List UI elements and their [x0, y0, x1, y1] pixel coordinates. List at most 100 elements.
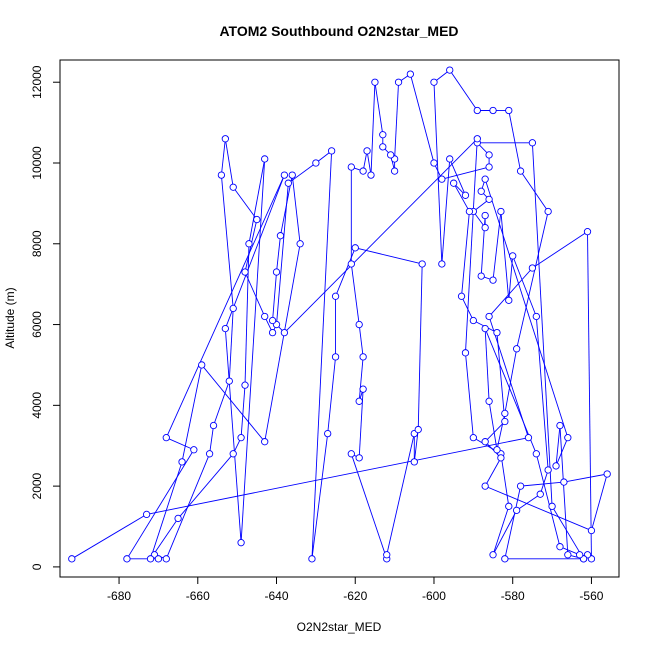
data-point [154, 555, 163, 563]
data-point [544, 466, 552, 474]
chart-title: ATOM2 Southbound O2N2star_MED [219, 23, 458, 39]
data-point [544, 207, 552, 216]
series-segment [291, 175, 301, 244]
data-point [497, 207, 505, 216]
series-segment [488, 401, 498, 450]
series-segment [150, 461, 183, 559]
series-segment [209, 425, 214, 454]
data-point [497, 454, 505, 462]
data-point [481, 482, 489, 490]
data-point [205, 450, 214, 458]
data-point [241, 381, 249, 389]
series-segment [516, 493, 541, 511]
data-point [146, 555, 155, 563]
series-segment [461, 296, 474, 321]
x-tick-label: -660 [186, 589, 210, 603]
data-point [556, 421, 564, 430]
series-segment [248, 158, 266, 244]
data-point [536, 490, 544, 498]
data-point [331, 292, 340, 300]
series-segment [220, 175, 234, 309]
series-segment [146, 437, 529, 515]
data-point [347, 450, 355, 458]
data-point [379, 143, 387, 151]
data-point [512, 506, 521, 515]
data-point [583, 228, 592, 236]
data-point [162, 434, 170, 442]
data-point [516, 482, 525, 490]
data-point [347, 260, 355, 268]
series-segment [531, 142, 553, 507]
data-point [280, 328, 289, 337]
series-segment [181, 364, 203, 462]
data-point [225, 377, 233, 385]
series-segment [512, 255, 537, 317]
data-point [465, 207, 474, 216]
data-point [327, 147, 336, 155]
data-point [245, 240, 253, 248]
data-point [217, 171, 226, 179]
data-point [430, 78, 438, 86]
data-point [237, 434, 245, 442]
x-tick-label: -620 [343, 589, 367, 603]
data-point [461, 349, 470, 357]
data-point [359, 167, 367, 175]
series-segment [284, 138, 478, 333]
data-point [123, 555, 131, 563]
data-point [438, 260, 446, 268]
series-segment [496, 332, 506, 422]
data-point [560, 478, 568, 486]
series-segment [386, 433, 415, 555]
data-point [355, 397, 363, 405]
series-segment [555, 425, 561, 466]
data-point [528, 139, 537, 147]
data-point [209, 421, 218, 430]
data-point [241, 268, 249, 276]
series-segment [520, 170, 549, 212]
data-point [221, 324, 229, 333]
series-segment [264, 243, 301, 442]
data-point [68, 555, 76, 563]
data-point [272, 268, 281, 276]
data-point [564, 551, 572, 559]
data-point [552, 462, 560, 470]
data-point [512, 345, 521, 353]
data-point [587, 526, 596, 535]
series-segment [327, 356, 337, 434]
series-segment [358, 324, 364, 357]
data-point [351, 244, 359, 252]
data-point [371, 78, 379, 86]
data-point [390, 167, 399, 175]
data-point [524, 434, 533, 442]
data-point [276, 232, 285, 240]
data-point [485, 151, 493, 159]
series-segment [409, 74, 435, 164]
data-point [414, 425, 422, 434]
series-segment [276, 235, 281, 273]
series-line-group [71, 69, 608, 560]
x-axis-label: O2N2star_MED [297, 620, 382, 634]
data-point [190, 446, 198, 454]
series-segment [366, 150, 372, 176]
data-point [268, 328, 277, 337]
data-point [489, 276, 497, 284]
series-segment [453, 182, 470, 212]
series-segment [484, 457, 502, 487]
data-point [485, 195, 493, 203]
data-point [438, 175, 446, 183]
series-segment [311, 150, 333, 559]
x-axis: -680 -660 -640 -620 -600 -580 -560 [107, 576, 604, 603]
series-segment [484, 485, 592, 531]
data-point [450, 179, 458, 187]
data-point [481, 175, 489, 183]
data-point [142, 510, 151, 519]
data-point [347, 163, 355, 171]
y-tick-label: 8000 [30, 230, 44, 257]
y-tick-label: 12000 [30, 65, 44, 99]
data-point [473, 135, 481, 143]
data-point [505, 502, 513, 510]
data-point [477, 272, 485, 280]
data-point [162, 555, 170, 563]
data-point [548, 502, 556, 510]
data-point [229, 450, 237, 458]
